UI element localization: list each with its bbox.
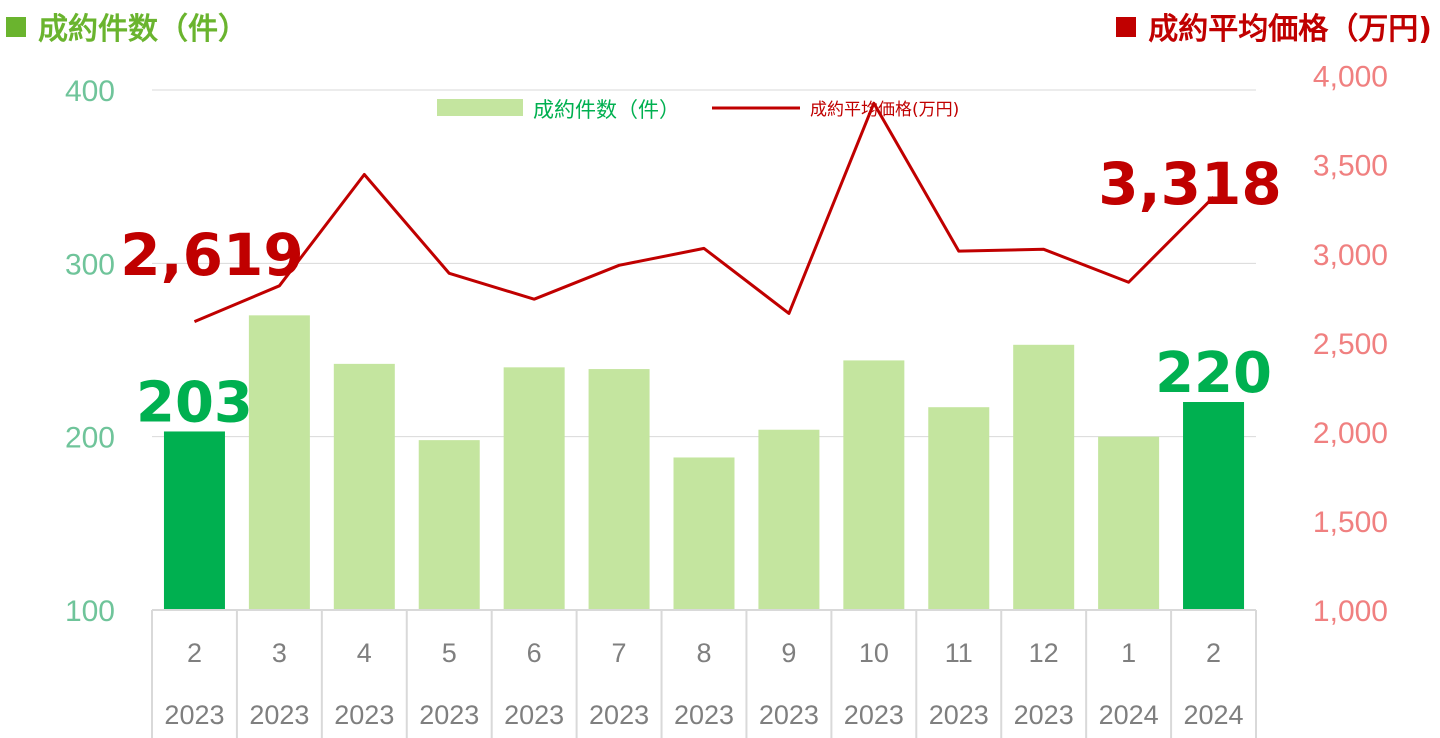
month-label: 12 (1029, 638, 1059, 668)
legend-line-label: 成約平均価格(万円) (810, 100, 959, 120)
right-axis-tick: 3,000 (1313, 239, 1388, 272)
gridlines (152, 89, 1256, 438)
callouts: 203 220 2,619 3,318 (120, 150, 1281, 435)
legend: 成約件数（件） 成約平均価格(万円) (437, 98, 959, 122)
right-axis-tick: 4,000 (1313, 61, 1388, 94)
bar (928, 407, 990, 610)
month-label: 10 (859, 638, 889, 668)
year-label: 2023 (334, 700, 394, 730)
year-label: 2023 (419, 700, 479, 730)
year-label: 2023 (504, 700, 564, 730)
legend-bar-label: 成約件数（件） (533, 98, 680, 122)
bar-last-callout: 220 (1155, 341, 1272, 406)
bar (843, 360, 905, 610)
legend-bar-swatch (437, 99, 523, 116)
bar (1013, 344, 1075, 610)
price-line-path (193, 101, 1215, 323)
left-axis-tick: 400 (65, 75, 115, 108)
right-axis-tick: 3,500 (1313, 150, 1388, 183)
bar (1098, 436, 1160, 610)
month-label: 4 (357, 638, 372, 668)
bar-first-callout: 203 (136, 370, 253, 435)
left-axis-header: 成約件数（件） (6, 4, 248, 48)
bar (163, 431, 225, 610)
red-square-icon (1116, 17, 1137, 37)
left-axis-tick: 100 (65, 595, 115, 628)
right-axis-header-text: 成約平均価格（万円) (1148, 12, 1432, 47)
bar (758, 429, 820, 610)
line-first-callout: 2,619 (120, 221, 303, 289)
year-label: 2023 (164, 700, 224, 730)
year-label: 2023 (1014, 700, 1074, 730)
bar (503, 367, 565, 610)
month-label: 2 (1206, 638, 1221, 668)
axes: 100 200 300 400 1,000 1,500 2,000 2,500 3,000 3,5… (65, 61, 1388, 738)
bar (1183, 402, 1245, 610)
bar (588, 369, 650, 610)
green-square-icon (6, 17, 26, 37)
month-label: 11 (945, 638, 973, 668)
price-line (193, 101, 1215, 323)
year-label: 2024 (1183, 700, 1243, 730)
month-label: 8 (696, 638, 711, 668)
right-axis-tick: 1,000 (1313, 595, 1388, 628)
right-axis-header: 成約平均価格（万円) (1116, 4, 1432, 48)
year-label: 2023 (929, 700, 989, 730)
month-label: 3 (272, 638, 287, 668)
month-label: 7 (612, 638, 627, 668)
bar (333, 363, 395, 610)
year-label: 2023 (589, 700, 649, 730)
month-label: 9 (781, 638, 796, 668)
left-axis-tick: 200 (65, 422, 115, 455)
left-axis-tick: 300 (65, 248, 115, 281)
month-label: 5 (442, 638, 457, 668)
right-axis-tick: 2,000 (1313, 417, 1388, 450)
year-label: 2024 (1099, 700, 1159, 730)
line-last-callout: 3,318 (1098, 150, 1281, 218)
right-axis-tick: 1,500 (1313, 506, 1388, 539)
year-label: 2023 (759, 700, 819, 730)
bar (248, 315, 310, 610)
bar (673, 457, 735, 610)
year-label: 2023 (844, 700, 904, 730)
year-label: 2023 (249, 700, 309, 730)
left-axis-header-text: 成約件数（件） (38, 12, 248, 47)
bar (418, 440, 480, 610)
bars (163, 315, 1245, 610)
year-label: 2023 (674, 700, 734, 730)
month-label: 6 (527, 638, 542, 668)
month-label: 1 (1121, 638, 1136, 668)
month-label: 2 (187, 638, 202, 668)
right-axis-tick: 2,500 (1313, 328, 1388, 361)
